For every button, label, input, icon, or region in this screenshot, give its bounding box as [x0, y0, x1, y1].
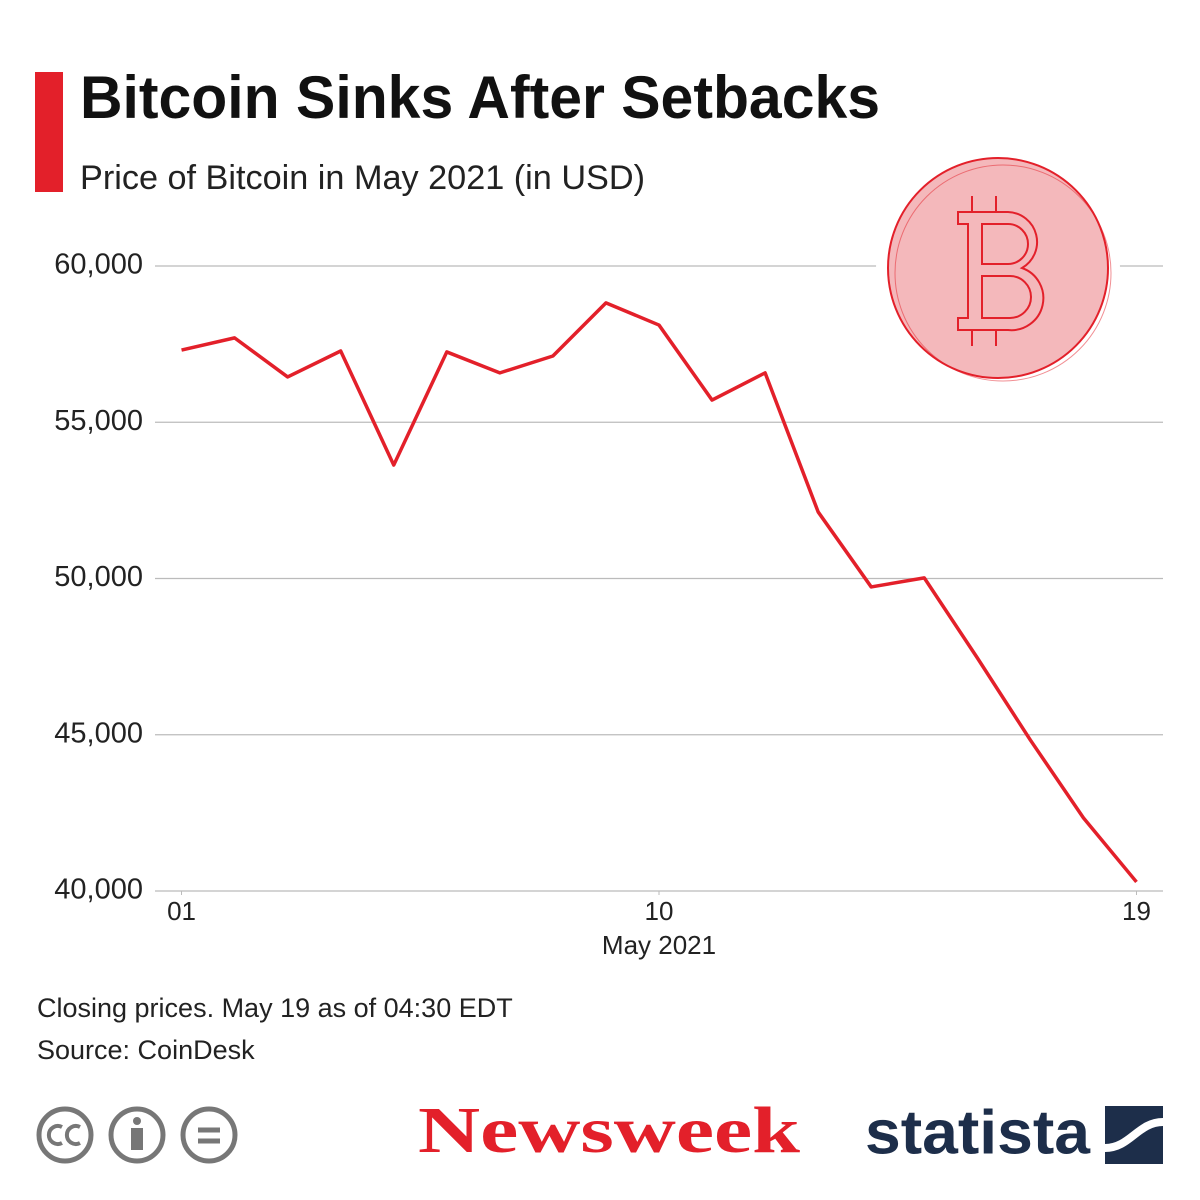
- note: Closing prices. May 19 as of 04:30 EDT: [37, 993, 513, 1023]
- coin: [887, 157, 1109, 379]
- statista-logo: statista: [865, 1098, 1091, 1167]
- statista-mark: [1104, 1106, 1164, 1164]
- grid: 40,000 45,000 50,000 55,000 60,000 01 10 19: [54, 249, 1163, 926]
- chart-subtitle: Price of Bitcoin in May 2021 (in USD): [80, 159, 645, 197]
- statista-swoosh: [1104, 1118, 1164, 1152]
- plot: [181, 301, 1138, 884]
- x-axis-label: May 2021: [602, 930, 716, 960]
- by-head: [133, 1117, 141, 1125]
- nd-icon: [180, 1106, 238, 1164]
- y-tick-label: 50,000: [54, 561, 143, 593]
- by-icon: [108, 1106, 166, 1164]
- y-tick-label: 45,000: [54, 717, 143, 749]
- newsweek-logo: Newsweek: [418, 1094, 800, 1167]
- coin-edge: [894, 164, 1112, 382]
- coin-icon: [876, 146, 1120, 390]
- x-tick-label: 19: [1122, 896, 1151, 926]
- source: Source: CoinDesk: [37, 1035, 255, 1065]
- cc-icon: [36, 1106, 94, 1164]
- x-tick-label: 01: [167, 896, 196, 926]
- price-line: [181, 301, 1138, 884]
- cc-letters: [46, 1124, 81, 1146]
- accent-bar: [35, 72, 63, 192]
- license-icons: [36, 1106, 238, 1164]
- bitcoin-symbol: [957, 196, 1045, 346]
- nd-equals: [198, 1127, 220, 1144]
- y-tick-label: 40,000: [54, 874, 143, 906]
- chart-title: Bitcoin Sinks After Setbacks: [80, 64, 880, 131]
- y-tick-label: 60,000: [54, 249, 143, 281]
- x-tick-label: 10: [645, 896, 674, 926]
- y-tick-label: 55,000: [54, 405, 143, 437]
- by-body: [131, 1128, 143, 1150]
